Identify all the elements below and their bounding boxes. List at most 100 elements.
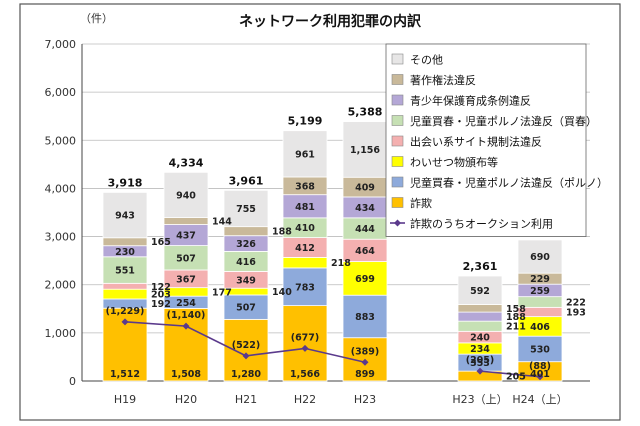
- segment-label: 416: [236, 257, 256, 268]
- segment-label: 205: [506, 372, 526, 383]
- auction-label: (88): [529, 361, 551, 372]
- bar-segment: [457, 311, 503, 322]
- legend-line-marker: [394, 219, 401, 227]
- segment-label: 158: [506, 304, 526, 315]
- segment-label: 203: [151, 290, 171, 301]
- bar-segment: [517, 335, 563, 363]
- x-tick-label: H19: [114, 393, 136, 406]
- auction-point: [536, 373, 544, 381]
- legend-box: [385, 43, 587, 237]
- segment-label: 412: [295, 243, 315, 254]
- segment-label: 507: [236, 303, 256, 314]
- segment-label: 530: [530, 344, 550, 355]
- auction-point: [301, 344, 309, 352]
- segment-label: 1,512: [110, 369, 140, 380]
- legend-swatch: [391, 197, 404, 208]
- auction-point: [182, 322, 190, 330]
- chart-frame: [19, 3, 621, 421]
- y-tick-label: 7,000: [45, 38, 77, 51]
- segment-label: 326: [236, 239, 256, 250]
- bar-segment: [102, 191, 148, 239]
- bar-segment: [457, 275, 503, 305]
- segment-label: 406: [530, 322, 550, 333]
- segment-label: 229: [530, 274, 550, 285]
- segment-label: 401: [530, 369, 550, 380]
- bar-segment: [102, 237, 148, 247]
- segment-label: 240: [470, 333, 490, 344]
- segment-label: 230: [115, 247, 135, 258]
- y-tick-label: 0: [69, 375, 76, 388]
- bar-segment: [282, 267, 328, 307]
- legend-swatch: [391, 74, 404, 85]
- bar-segment: [163, 245, 209, 271]
- x-tick-label: H23: [354, 393, 376, 406]
- bar-segment: [517, 239, 563, 274]
- segment-label: 1,566: [290, 369, 320, 380]
- x-tick-label: H22: [294, 393, 316, 406]
- segment-label: 883: [355, 312, 375, 323]
- auction-label: (1,140): [167, 310, 206, 321]
- legend-entry: 青少年保護育成条例違反: [410, 94, 531, 108]
- grid-layer: 0 1,000 2,000 3,000 4,000 5,000 6,000 7,000: [45, 38, 590, 388]
- segment-label: 899: [355, 369, 375, 380]
- segment-label: 353: [470, 358, 490, 369]
- segment-label: 444: [355, 224, 375, 235]
- bar-segment: [223, 294, 269, 320]
- legend-swatch: [391, 53, 404, 65]
- segment-label: 481: [295, 202, 315, 213]
- auction-point: [361, 358, 369, 366]
- auction-label: (389): [351, 346, 380, 357]
- segment-label: 434: [355, 203, 375, 214]
- auction-label: (677): [291, 332, 320, 343]
- legend-entry: 著作権法違反: [410, 73, 476, 87]
- segment-label: 368: [295, 181, 315, 192]
- segment-label: 1,156: [350, 145, 380, 156]
- auction-label: (522): [232, 340, 261, 351]
- segment-label: 165: [151, 237, 171, 248]
- bar-segment: [163, 171, 209, 219]
- segment-label: 699: [355, 274, 375, 285]
- auction-point: [121, 318, 129, 326]
- bar-segment: [102, 288, 148, 300]
- y-tick-label: 2,000: [45, 279, 77, 292]
- segment-label: 409: [355, 183, 375, 194]
- segment-label: 961: [295, 149, 315, 160]
- segment-label: 188: [272, 227, 292, 238]
- bar-segment: [102, 282, 148, 290]
- legend-entry: 出会い系サイト規制法違反: [410, 135, 542, 149]
- segment-label: 122: [151, 282, 171, 293]
- y-tick-label: 6,000: [45, 86, 77, 99]
- segment-label: 144: [212, 217, 232, 228]
- legend-entry: その他: [410, 54, 443, 67]
- total-label: 5,388: [348, 106, 383, 119]
- auction-label: (205): [466, 355, 495, 366]
- auction-line-layer: [121, 318, 544, 381]
- legend-swatch: [391, 135, 404, 147]
- bar-segment: [223, 226, 269, 237]
- segment-label: 192: [151, 299, 171, 310]
- legend-swatch: [391, 176, 404, 188]
- segment-label: 464: [355, 246, 375, 257]
- y-tick-label: 1,000: [45, 327, 77, 340]
- legend-entry: 詐欺: [410, 196, 432, 210]
- segment-label: 349: [236, 275, 256, 286]
- y-tick-label: 5,000: [45, 134, 77, 147]
- segment-label: 177: [212, 287, 232, 298]
- segment-label: 211: [506, 322, 526, 333]
- legend-entry: 詐欺のうちオークション利用: [410, 217, 553, 231]
- x-tick-label: H21: [235, 393, 257, 406]
- legend-swatch: [391, 94, 404, 106]
- segment-label: 437: [176, 231, 196, 242]
- x-tick-label: H24（上）: [512, 393, 567, 406]
- chart-title: ネットワーク利用犯罪の内訳: [239, 13, 422, 30]
- legend-entry: 児童買春・児童ポルノ法違反（買春）: [410, 114, 597, 128]
- bar-segment: [282, 305, 328, 382]
- bars-layer: [102, 121, 563, 382]
- segment-label: 783: [295, 282, 315, 293]
- x-tick-label: H20: [175, 393, 197, 406]
- auction-label: (1,229): [106, 306, 145, 317]
- segment-label: 218: [331, 258, 351, 269]
- bar-segment: [223, 318, 269, 382]
